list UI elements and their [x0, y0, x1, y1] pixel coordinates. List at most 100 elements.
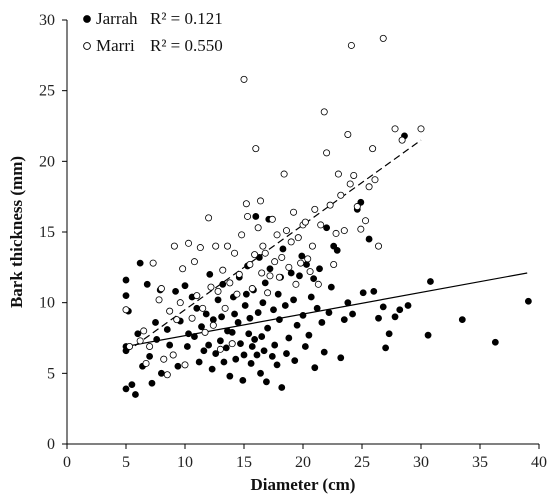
point-jarrah — [340, 316, 348, 324]
point-marri — [242, 200, 250, 208]
point-marri — [176, 299, 184, 307]
point-marri — [235, 270, 243, 278]
point-jarrah — [222, 344, 230, 352]
point-jarrah — [248, 343, 256, 350]
point-jarrah — [185, 330, 192, 338]
point-marri — [149, 259, 157, 267]
point-jarrah — [333, 246, 341, 254]
point-jarrah — [310, 275, 318, 283]
point-jarrah — [283, 350, 290, 357]
point-jarrah — [195, 358, 203, 366]
point-jarrah — [208, 365, 216, 373]
point-marri — [199, 304, 207, 312]
point-marri — [246, 261, 254, 269]
x-tick-label: 5 — [122, 454, 130, 471]
point-jarrah — [325, 309, 333, 316]
point-jarrah — [281, 302, 289, 309]
point-jarrah — [122, 385, 130, 393]
point-jarrah — [219, 280, 227, 288]
point-jarrah — [491, 338, 499, 346]
point-jarrah — [193, 304, 201, 312]
point-marri — [221, 304, 229, 312]
point-jarrah — [247, 360, 255, 367]
point-jarrah — [242, 290, 250, 298]
point-jarrah — [268, 352, 276, 360]
point-jarrah — [385, 330, 393, 338]
point-jarrah — [391, 313, 399, 321]
point-jarrah — [396, 306, 404, 314]
point-jarrah — [212, 350, 220, 357]
point-jarrah — [263, 378, 270, 386]
point-marri — [219, 266, 227, 274]
point-marri — [185, 239, 193, 247]
x-tick-label: 0 — [63, 454, 71, 471]
point-marri — [251, 251, 259, 259]
point-marri — [193, 292, 201, 300]
point-marri — [350, 171, 358, 179]
point-marri — [122, 306, 130, 314]
point-jarrah — [152, 319, 159, 326]
point-jarrah — [234, 319, 242, 326]
point-jarrah — [143, 280, 151, 288]
point-jarrah — [231, 310, 238, 318]
point-marri — [311, 205, 319, 213]
point-jarrah — [273, 361, 281, 369]
point-jarrah — [181, 282, 189, 290]
point-marri — [314, 280, 322, 288]
point-marri — [261, 249, 269, 257]
point-marri — [142, 359, 150, 367]
trendlines — [125, 139, 528, 353]
point-jarrah — [299, 311, 307, 319]
point-marri — [216, 345, 224, 353]
point-jarrah — [320, 348, 328, 356]
point-marri — [160, 355, 168, 363]
point-marri — [228, 340, 236, 348]
point-marri — [238, 231, 246, 239]
point-marri — [282, 227, 290, 235]
point-jarrah — [404, 302, 412, 309]
point-jarrah — [424, 331, 432, 339]
point-jarrah — [327, 283, 335, 291]
legend-marker-jarrah — [83, 15, 91, 23]
point-jarrah — [259, 299, 267, 307]
point-jarrah — [316, 265, 323, 273]
point-jarrah — [226, 372, 234, 380]
point-marri — [323, 149, 331, 157]
point-marri — [375, 242, 383, 250]
point-jarrah — [285, 334, 293, 342]
point-jarrah — [251, 336, 259, 343]
point-marri — [369, 145, 377, 153]
point-marri — [244, 212, 252, 220]
point-jarrah — [344, 299, 352, 307]
point-jarrah — [166, 341, 174, 349]
point-marri — [173, 316, 181, 324]
legend-r2-marri: R² = 0.550 — [150, 36, 223, 55]
point-marri — [320, 108, 328, 116]
point-marri — [248, 285, 256, 293]
legend-r2-jarrah: R² = 0.121 — [150, 9, 223, 28]
legend-label-jarrah: Jarrah — [96, 9, 138, 28]
point-jarrah — [128, 381, 136, 389]
y-tick-label: 30 — [39, 12, 55, 29]
x-tick-label: 30 — [413, 454, 429, 471]
point-jarrah — [202, 310, 210, 318]
point-marri — [275, 273, 283, 281]
point-jarrah — [220, 358, 228, 366]
point-jarrah — [264, 324, 271, 332]
point-jarrah — [337, 354, 345, 362]
point-marri — [214, 287, 222, 295]
point-jarrah — [157, 369, 165, 377]
point-marri — [157, 285, 165, 293]
data-points — [122, 34, 532, 398]
point-jarrah — [239, 376, 247, 384]
point-jarrah — [134, 330, 142, 338]
point-jarrah — [148, 379, 156, 387]
point-marri — [223, 242, 231, 250]
point-jarrah — [318, 319, 326, 326]
point-jarrah — [311, 364, 319, 372]
point-jarrah — [370, 287, 378, 295]
x-tick-label: 15 — [236, 454, 252, 471]
y-tick-label: 25 — [39, 83, 55, 100]
point-jarrah — [198, 323, 205, 331]
